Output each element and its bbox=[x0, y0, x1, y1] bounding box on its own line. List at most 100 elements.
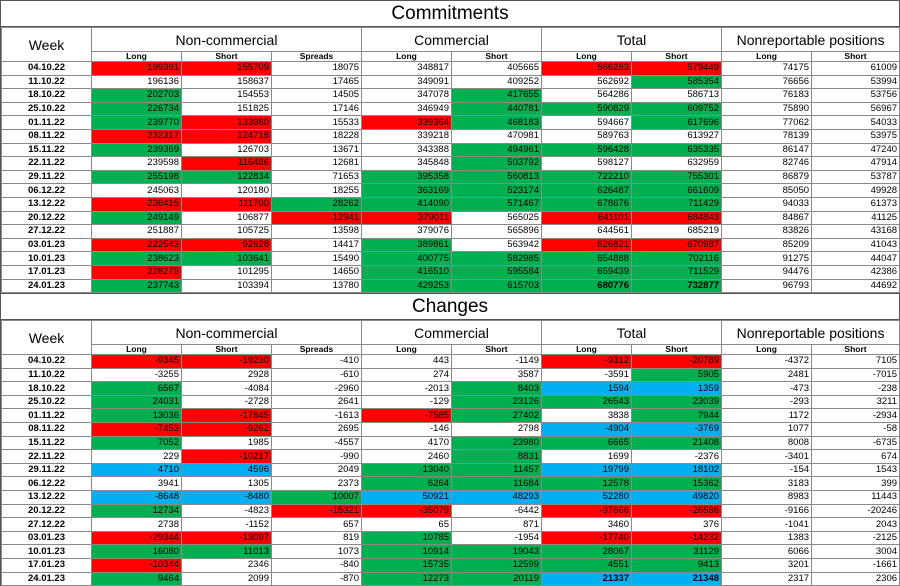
value-cell: 49928 bbox=[811, 183, 900, 198]
group-header: Total bbox=[540, 27, 723, 52]
week-cell: 17.01.23 bbox=[1, 558, 92, 573]
week-cell: 11.10.22 bbox=[1, 74, 92, 90]
value-cell: 237743 bbox=[91, 278, 182, 294]
value-cell: 3004 bbox=[811, 544, 900, 559]
value-cell: -2960 bbox=[271, 381, 362, 396]
value-cell: 9413 bbox=[630, 558, 723, 573]
column-header: Spreads bbox=[271, 344, 362, 356]
value-cell: 5905 bbox=[630, 367, 723, 383]
value-cell: 16080 bbox=[91, 544, 182, 559]
week-cell: 08.11.22 bbox=[1, 422, 92, 437]
value-cell: 106877 bbox=[181, 210, 272, 226]
value-cell: 94476 bbox=[721, 264, 813, 280]
value-cell: 44692 bbox=[811, 278, 900, 294]
value-cell: 349091 bbox=[361, 74, 452, 90]
week-cell: 01.11.22 bbox=[1, 408, 92, 424]
value-cell: 6066 bbox=[721, 544, 813, 559]
table-row: 25.10.22 226734 151825 17146 346949 440781 590… bbox=[1, 101, 900, 117]
value-cell: 229 bbox=[91, 449, 182, 464]
value-cell: -37666 bbox=[541, 503, 632, 519]
table-row: 08.11.22 232317 124718 18228 339218 470981 589… bbox=[1, 128, 900, 144]
value-cell: 12578 bbox=[541, 476, 632, 492]
value-cell: -3401 bbox=[721, 449, 813, 464]
value-cell: 7944 bbox=[630, 408, 723, 424]
week-cell: 18.10.22 bbox=[1, 88, 92, 103]
value-cell: 405665 bbox=[451, 61, 542, 76]
value-cell: 49820 bbox=[630, 490, 723, 505]
week-cell: 17.01.23 bbox=[1, 264, 92, 280]
value-cell: -7015 bbox=[811, 367, 900, 383]
value-cell: 644561 bbox=[541, 224, 632, 239]
value-cell: 345848 bbox=[361, 156, 452, 171]
column-header: Short bbox=[451, 344, 542, 356]
value-cell: 61373 bbox=[811, 196, 900, 212]
value-cell: 523174 bbox=[451, 183, 542, 198]
value-cell: 42386 bbox=[811, 264, 900, 280]
value-cell: 389861 bbox=[361, 237, 452, 253]
value-cell: 103641 bbox=[181, 251, 272, 266]
value-cell: 239598 bbox=[91, 156, 182, 171]
column-header: Short bbox=[630, 344, 723, 356]
value-cell: 414090 bbox=[361, 196, 452, 212]
value-cell: 3941 bbox=[91, 476, 182, 492]
value-cell: -3591 bbox=[541, 367, 632, 383]
week-header: Week bbox=[1, 27, 92, 62]
value-cell: 674 bbox=[811, 449, 900, 464]
value-cell: 53756 bbox=[811, 88, 900, 103]
value-cell: 15490 bbox=[271, 251, 362, 266]
value-cell: -1954 bbox=[451, 530, 542, 546]
table-row: 18.10.22 6567 -4084 -2960 -2013 8403 1594 1359-… bbox=[1, 381, 900, 396]
column-header: Short bbox=[630, 51, 723, 62]
value-cell: -1149 bbox=[451, 354, 542, 369]
value-cell: -29344 bbox=[91, 530, 182, 546]
column-header: Long bbox=[361, 51, 452, 62]
value-cell: 2317 bbox=[721, 571, 813, 586]
value-cell: -3255 bbox=[91, 367, 182, 383]
changes-table: Week Non-commercial Commercial Total Nonrepo… bbox=[1, 320, 900, 586]
value-cell: -4557 bbox=[271, 435, 362, 451]
value-cell: 19799 bbox=[541, 462, 632, 478]
column-header: Short bbox=[181, 344, 272, 356]
value-cell: 85209 bbox=[721, 237, 813, 253]
value-cell: 50921 bbox=[361, 490, 452, 505]
value-cell: 75890 bbox=[721, 101, 813, 117]
table-row: 29.11.22 255198 122834 71653 395358 560813 722… bbox=[1, 169, 900, 185]
value-cell: 565025 bbox=[451, 210, 542, 226]
value-cell: -35079 bbox=[361, 503, 452, 519]
table-row: 17.01.23 -10344 2346 -840 15735 12599 4551 9413… bbox=[1, 558, 900, 573]
value-cell: 120180 bbox=[181, 183, 272, 198]
value-cell: 626821 bbox=[541, 237, 632, 253]
value-cell: 17465 bbox=[271, 74, 362, 90]
value-cell: 53787 bbox=[811, 169, 900, 185]
table-row: 29.11.22 4710 4596 2049 13040 11457 19799 18102… bbox=[1, 462, 900, 478]
value-cell: 503792 bbox=[451, 156, 542, 171]
value-cell: 641101 bbox=[541, 210, 632, 226]
table-row: 25.10.22 24031 -2728 2641 -129 23126 26543 2303… bbox=[1, 394, 900, 410]
value-cell: 56967 bbox=[811, 101, 900, 117]
value-cell: 8008 bbox=[721, 435, 813, 451]
value-cell: 609752 bbox=[630, 101, 723, 117]
value-cell: -9312 bbox=[541, 354, 632, 369]
value-cell: 13598 bbox=[271, 224, 362, 239]
value-cell: 84867 bbox=[721, 210, 813, 226]
value-cell: 594667 bbox=[541, 115, 632, 130]
value-cell: 702116 bbox=[630, 251, 723, 266]
value-cell: 613927 bbox=[630, 128, 723, 144]
value-cell: 347078 bbox=[361, 88, 452, 103]
value-cell: -9262 bbox=[181, 422, 272, 437]
value-cell: 94033 bbox=[721, 196, 813, 212]
week-cell: 22.11.22 bbox=[1, 449, 92, 464]
value-cell: -990 bbox=[271, 449, 362, 464]
value-cell: 236415 bbox=[91, 196, 182, 212]
week-cell: 13.12.22 bbox=[1, 490, 92, 505]
value-cell: 48293 bbox=[451, 490, 542, 505]
value-cell: 2346 bbox=[181, 558, 272, 573]
value-cell: -17845 bbox=[181, 408, 272, 424]
value-cell: 116486 bbox=[181, 156, 272, 171]
value-cell: 565896 bbox=[451, 224, 542, 239]
week-cell: 11.10.22 bbox=[1, 367, 92, 383]
value-cell: 18255 bbox=[271, 183, 362, 198]
value-cell: -610 bbox=[271, 367, 362, 383]
value-cell: 155709 bbox=[181, 61, 272, 76]
